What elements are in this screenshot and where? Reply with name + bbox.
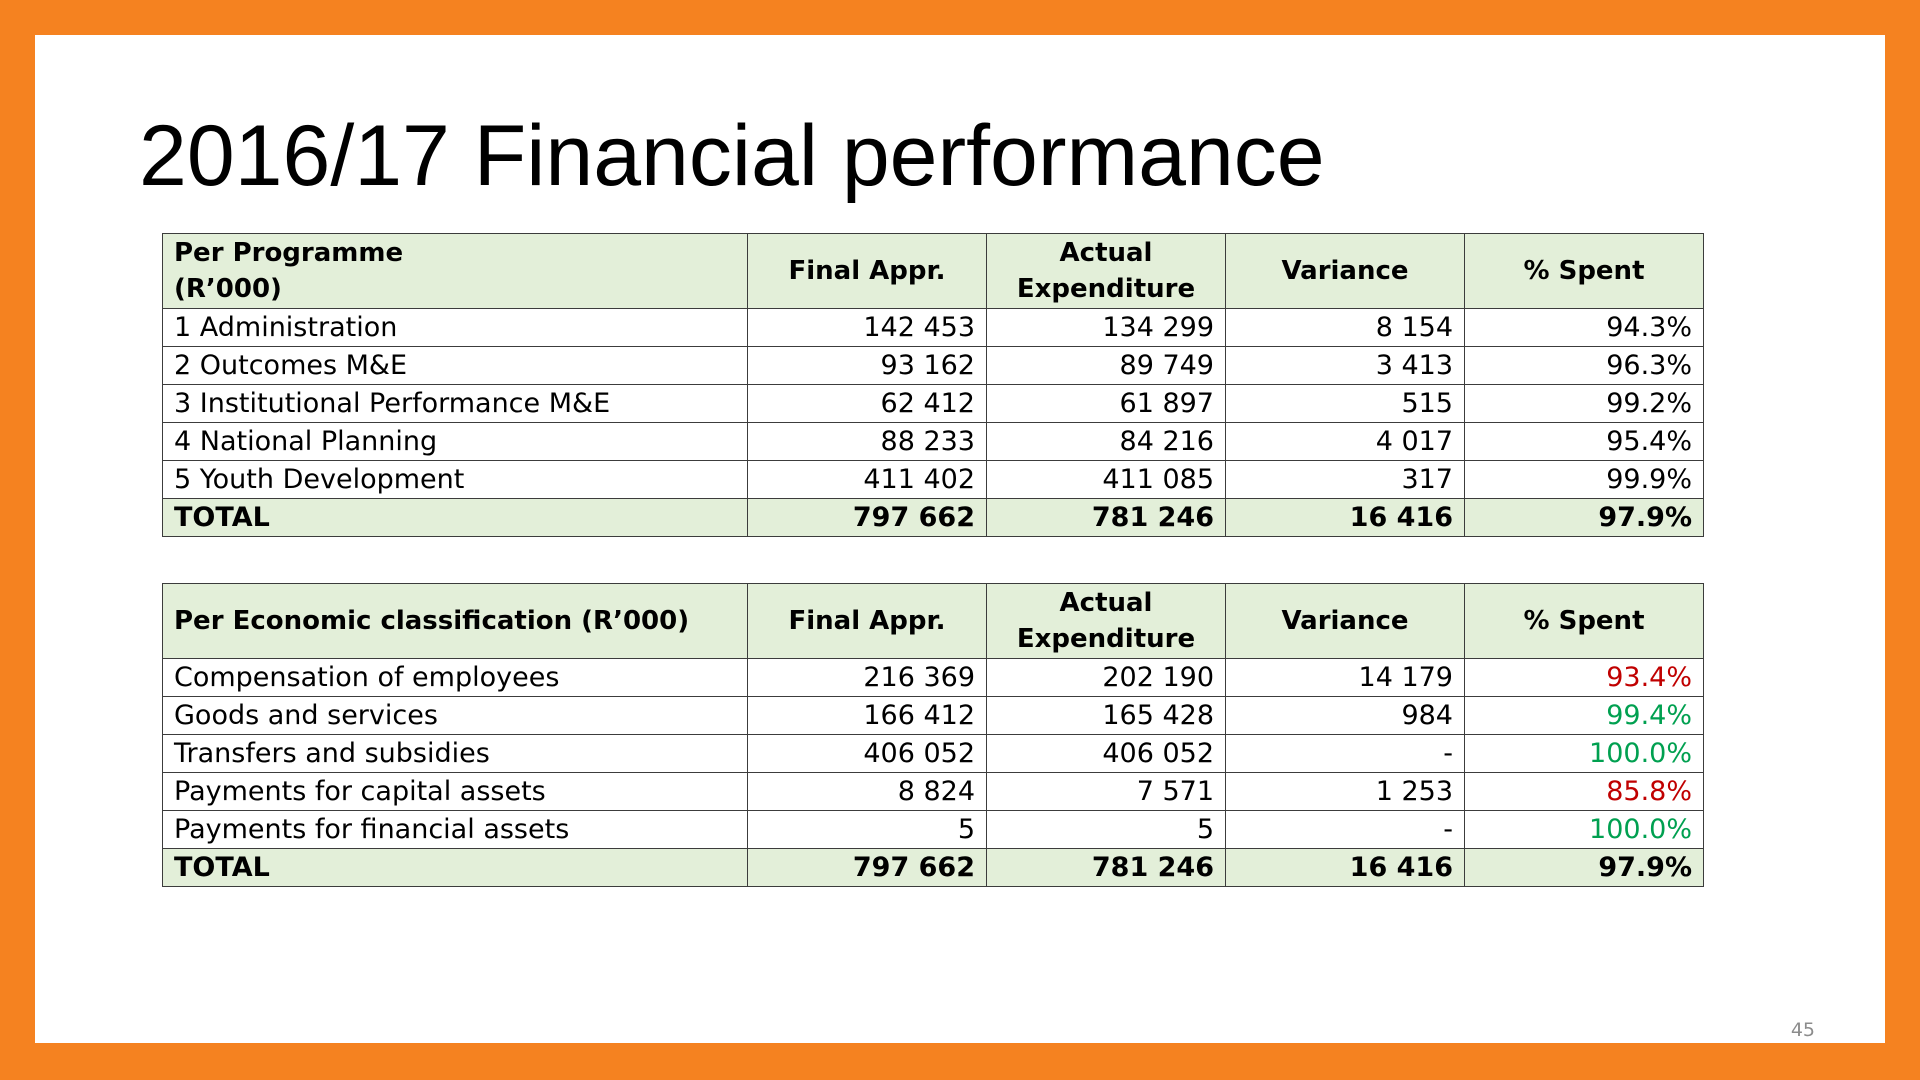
cell-spent: 93.4% [1464,658,1704,697]
cell-variance: 14 179 [1225,658,1465,697]
row-label: Goods and services [162,696,748,735]
column-header-spent: % Spent [1464,583,1704,659]
table-row: 2 Outcomes M&E 93 162 89 749 3 413 96.3% [162,346,1704,385]
table-row: 1 Administration 142 453 134 299 8 154 9… [162,308,1704,347]
cell-variance: 8 154 [1225,308,1465,347]
row-label: 5 Youth Development [162,460,748,499]
row-label: Transfers and subsidies [162,734,748,773]
total-spent: 97.9% [1464,848,1704,887]
column-header-spent: % Spent [1464,233,1704,309]
cell-final-appr: 8 824 [747,772,987,811]
cell-variance: 984 [1225,696,1465,735]
table-row: Goods and services 166 412 165 428 984 9… [162,696,1704,735]
total-variance: 16 416 [1225,498,1465,537]
total-actual: 781 246 [986,848,1226,887]
cell-final-appr: 62 412 [747,384,987,423]
cell-variance: 1 253 [1225,772,1465,811]
cell-final-appr: 411 402 [747,460,987,499]
column-header-actual-expenditure: Actual Expenditure [986,583,1226,659]
table-header-row: Per Programme (R’000) Final Appr. Actual E… [162,233,1704,309]
cell-actual: 5 [986,810,1226,849]
cell-spent: 95.4% [1464,422,1704,461]
cell-spent: 99.4% [1464,696,1704,735]
cell-actual: 411 085 [986,460,1226,499]
cell-variance: - [1225,734,1465,773]
cell-spent: 94.3% [1464,308,1704,347]
total-final-appr: 797 662 [747,848,987,887]
cell-final-appr: 88 233 [747,422,987,461]
total-label: TOTAL [162,498,748,537]
cell-final-appr: 93 162 [747,346,987,385]
cell-variance: 3 413 [1225,346,1465,385]
row-label: Payments for financial assets [162,810,748,849]
cell-spent: 99.9% [1464,460,1704,499]
table-row: Compensation of employees 216 369 202 19… [162,658,1704,697]
page-number: 45 [1790,1019,1815,1041]
programme-table: Per Programme (R’000) Final Appr. Actual E… [162,233,1704,537]
table-row: Payments for capital assets 8 824 7 571 … [162,772,1704,811]
total-variance: 16 416 [1225,848,1465,887]
row-label: 4 National Planning [162,422,748,461]
column-header-actual-expenditure: Actual Expenditure [986,233,1226,309]
cell-spent: 99.2% [1464,384,1704,423]
cell-spent: 100.0% [1464,734,1704,773]
cell-spent: 100.0% [1464,810,1704,849]
cell-spent: 96.3% [1464,346,1704,385]
column-header-variance: Variance [1225,583,1465,659]
column-header-final-appr: Final Appr. [747,233,987,309]
cell-actual: 89 749 [986,346,1226,385]
cell-variance: 515 [1225,384,1465,423]
cell-variance: 4 017 [1225,422,1465,461]
cell-spent: 85.8% [1464,772,1704,811]
cell-actual: 7 571 [986,772,1226,811]
total-spent: 97.9% [1464,498,1704,537]
table-row: 5 Youth Development 411 402 411 085 317 … [162,460,1704,499]
cell-variance: 317 [1225,460,1465,499]
row-label: 1 Administration [162,308,748,347]
row-label: Compensation of employees [162,658,748,697]
total-row: TOTAL 797 662 781 246 16 416 97.9% [162,498,1704,537]
column-header-final-appr: Final Appr. [747,583,987,659]
cell-final-appr: 5 [747,810,987,849]
economic-classification-table: Per Economic classification (R’000) Fina… [162,583,1704,887]
total-final-appr: 797 662 [747,498,987,537]
row-label: 3 Institutional Performance M&E [162,384,748,423]
slide: 2016/17 Financial performance Per Progra… [35,35,1885,1043]
column-header-variance: Variance [1225,233,1465,309]
column-header-programme: Per Programme (R’000) [162,233,748,309]
table-row: 3 Institutional Performance M&E 62 412 6… [162,384,1704,423]
table-header-row: Per Economic classification (R’000) Fina… [162,583,1704,659]
cell-actual: 202 190 [986,658,1226,697]
total-actual: 781 246 [986,498,1226,537]
cell-actual: 84 216 [986,422,1226,461]
row-label: Payments for capital assets [162,772,748,811]
cell-actual: 406 052 [986,734,1226,773]
table-row: 4 National Planning 88 233 84 216 4 017 … [162,422,1704,461]
slide-title: 2016/17 Financial performance [139,108,1325,204]
cell-actual: 165 428 [986,696,1226,735]
cell-variance: - [1225,810,1465,849]
column-header-economic-classification: Per Economic classification (R’000) [162,583,748,659]
table-row: Transfers and subsidies 406 052 406 052 … [162,734,1704,773]
cell-final-appr: 166 412 [747,696,987,735]
cell-final-appr: 216 369 [747,658,987,697]
cell-final-appr: 406 052 [747,734,987,773]
cell-actual: 61 897 [986,384,1226,423]
cell-actual: 134 299 [986,308,1226,347]
cell-final-appr: 142 453 [747,308,987,347]
total-row: TOTAL 797 662 781 246 16 416 97.9% [162,848,1704,887]
table-row: Payments for financial assets 5 5 - 100.… [162,810,1704,849]
row-label: 2 Outcomes M&E [162,346,748,385]
total-label: TOTAL [162,848,748,887]
